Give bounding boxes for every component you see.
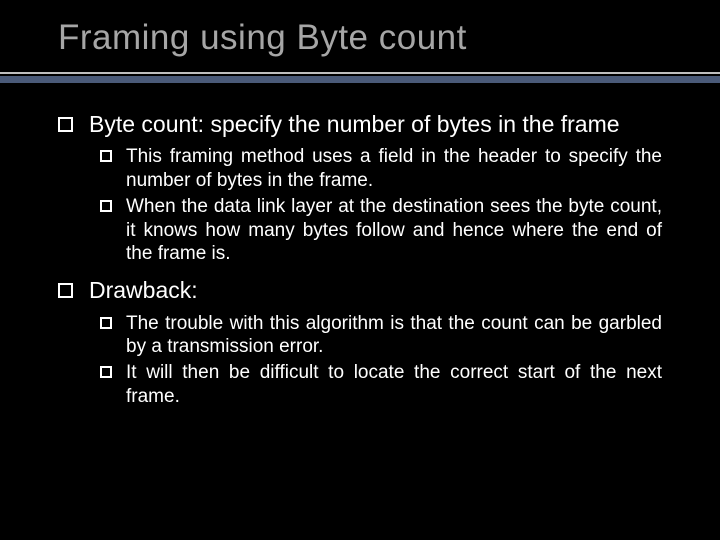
bullet-text: Drawback: <box>89 276 662 305</box>
bullet-text: The trouble with this algorithm is that … <box>126 312 662 360</box>
title-region: Framing using Byte count <box>0 0 720 58</box>
list-item: When the data link layer at the destinat… <box>100 195 662 266</box>
square-bullet-icon <box>100 150 112 162</box>
bullet-text: Byte count: specify the number of bytes … <box>89 110 662 139</box>
square-bullet-icon <box>58 117 73 132</box>
slide-title: Framing using Byte count <box>58 18 720 58</box>
square-bullet-icon <box>58 283 73 298</box>
sub-list: This framing method uses a field in the … <box>58 145 662 266</box>
list-item: It will then be difficult to locate the … <box>100 361 662 409</box>
square-bullet-icon <box>100 317 112 329</box>
list-item: Byte count: specify the number of bytes … <box>58 110 662 139</box>
list-item: This framing method uses a field in the … <box>100 145 662 193</box>
bullet-text: This framing method uses a field in the … <box>126 145 662 193</box>
content-area: Byte count: specify the number of bytes … <box>0 84 720 409</box>
bullet-text: When the data link layer at the destinat… <box>126 195 662 266</box>
list-item: Drawback: <box>58 276 662 305</box>
square-bullet-icon <box>100 366 112 378</box>
title-divider <box>0 72 720 84</box>
square-bullet-icon <box>100 200 112 212</box>
bullet-text: It will then be difficult to locate the … <box>126 361 662 409</box>
divider-thin <box>0 72 720 74</box>
sub-list: The trouble with this algorithm is that … <box>58 312 662 409</box>
divider-thick <box>0 76 720 83</box>
list-item: The trouble with this algorithm is that … <box>100 312 662 360</box>
